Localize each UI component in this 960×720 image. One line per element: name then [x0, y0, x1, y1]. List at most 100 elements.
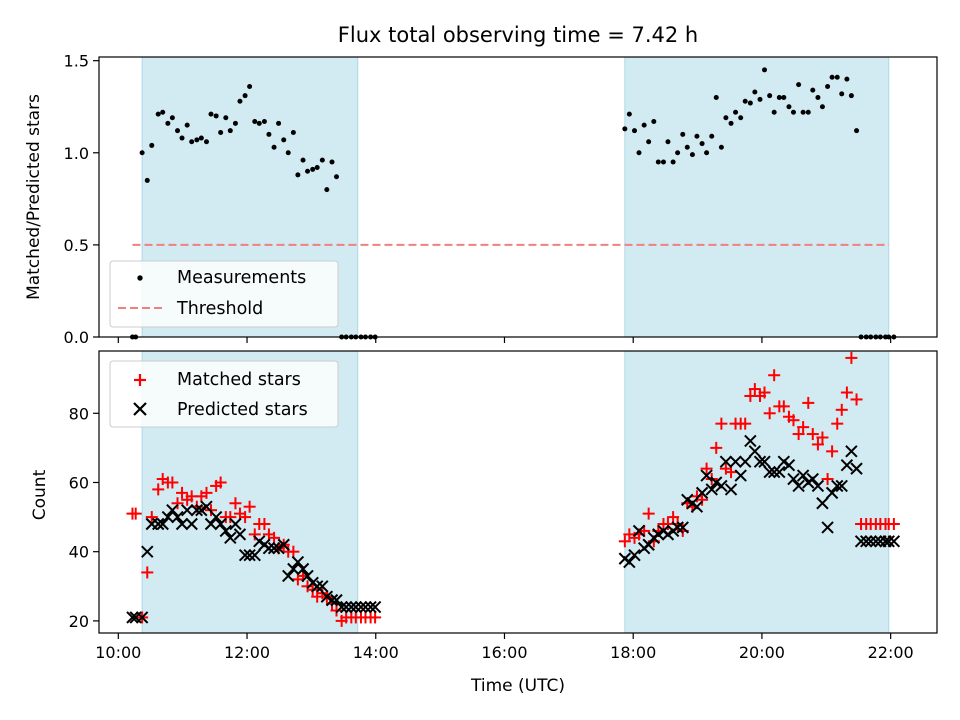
top-panel: 0.0 0.5 1.0 1.5 Matched/Predicted stars Mea…	[24, 52, 938, 347]
matched-star-point	[243, 500, 256, 513]
y-tick-label: 0.0	[64, 328, 89, 347]
measurement-point	[713, 95, 719, 101]
predicted-star-point	[126, 611, 139, 624]
measurement-point	[622, 126, 628, 132]
measurement-point	[223, 115, 229, 121]
measurement-point	[252, 118, 258, 124]
predicted-star-point	[325, 593, 339, 607]
y-tick-label: 60	[69, 473, 89, 492]
y-tick-label: 0.5	[64, 236, 89, 255]
measurement-point	[829, 74, 835, 80]
matched-star-point	[826, 445, 839, 458]
predicted-star-point	[792, 479, 805, 493]
measurement-point	[300, 157, 306, 163]
measurement-point	[290, 130, 296, 136]
measurement-point	[175, 128, 181, 134]
bottom-y-axis-label: Count	[30, 469, 50, 520]
measurement-point	[665, 139, 671, 145]
measurement-point	[757, 96, 763, 102]
measurement-point	[149, 142, 155, 148]
matched-star-point	[330, 604, 343, 617]
predicted-star-point	[214, 517, 227, 531]
matched-star-point	[763, 407, 776, 420]
legend-matched-label: Matched stars	[177, 370, 301, 390]
matched-stars-series	[126, 351, 900, 627]
measurement-point	[771, 109, 777, 115]
predicted-star-point	[719, 455, 733, 468]
matched-star-point	[748, 383, 761, 396]
predicted-star-point	[359, 600, 372, 614]
predicted-star-point	[301, 569, 314, 583]
predicted-star-point	[175, 517, 189, 531]
predicted-star-point	[763, 465, 776, 479]
measurement-point	[680, 131, 686, 137]
x-tick-label: 12:00	[224, 643, 270, 662]
predicted-star-point	[190, 503, 204, 517]
predicted-star-point	[854, 535, 868, 548]
matched-star-point	[618, 535, 631, 548]
measurement-point	[208, 111, 214, 117]
legend-predicted-label: Predicted stars	[177, 400, 308, 420]
measurement-point	[203, 139, 209, 145]
predicted-star-point	[864, 535, 877, 548]
predicted-star-point	[166, 503, 179, 517]
bottom-x-ticks: 10:00 12:00 14:00 16:00 18:00 20:00 22:00	[95, 633, 914, 662]
predicted-star-point	[835, 479, 848, 493]
measurement-point	[660, 159, 666, 165]
measurement-point	[626, 111, 632, 117]
predicted-star-point	[171, 510, 184, 524]
measurement-point	[684, 144, 690, 150]
predicted-star-point	[238, 548, 252, 562]
measurement-point	[839, 91, 845, 97]
matched-star-point	[792, 428, 805, 441]
measurement-point	[844, 76, 850, 82]
predicted-star-point	[135, 611, 149, 624]
predicted-star-point	[748, 445, 762, 458]
measurement-point	[776, 95, 782, 101]
matched-star-point	[816, 431, 829, 444]
measurement-point	[781, 95, 787, 101]
measurement-point	[646, 139, 652, 145]
measurement-point	[800, 109, 806, 115]
matched-star-point	[700, 462, 713, 475]
matched-star-point	[152, 483, 165, 496]
measurement-point	[762, 67, 768, 73]
predicted-star-point	[180, 503, 194, 517]
measurement-point	[276, 120, 282, 126]
x-tick-label: 20:00	[739, 643, 785, 662]
matched-star-point	[287, 545, 300, 558]
matched-star-point	[166, 476, 179, 489]
measurement-point	[169, 115, 175, 121]
predicted-star-point	[821, 521, 834, 534]
measurement-point	[314, 165, 320, 171]
matched-star-point	[258, 518, 271, 531]
measurement-point	[213, 113, 219, 119]
predicted-star-point	[339, 600, 353, 614]
predicted-star-point	[705, 483, 718, 496]
measurement-point	[144, 177, 150, 183]
predicted-star-point	[840, 458, 854, 472]
predicted-star-point	[811, 479, 825, 493]
observing-window-2	[624, 56, 890, 338]
measurement-point	[333, 174, 339, 180]
matched-star-point	[214, 476, 227, 489]
measurement-point	[324, 187, 330, 193]
measurement-point	[699, 141, 705, 147]
predicted-star-point	[262, 542, 276, 555]
chart-title: Flux total observing time = 7.42 h	[338, 23, 698, 47]
matched-star-point	[369, 611, 382, 624]
predicted-star-point	[368, 600, 382, 614]
measurement-point	[805, 109, 811, 115]
observing-window-2	[624, 350, 890, 634]
x-tick-label: 14:00	[353, 643, 399, 662]
matched-star-point	[171, 497, 184, 510]
measurement-point	[723, 115, 729, 121]
measurement-point	[786, 104, 792, 110]
predicted-star-point	[229, 517, 242, 531]
predicted-star-point	[773, 465, 786, 479]
measurement-point	[694, 133, 700, 139]
measurement-point	[848, 93, 854, 99]
matched-star-point	[787, 414, 800, 427]
matched-star-point	[797, 421, 810, 434]
y-tick-label: 1.5	[64, 52, 89, 71]
